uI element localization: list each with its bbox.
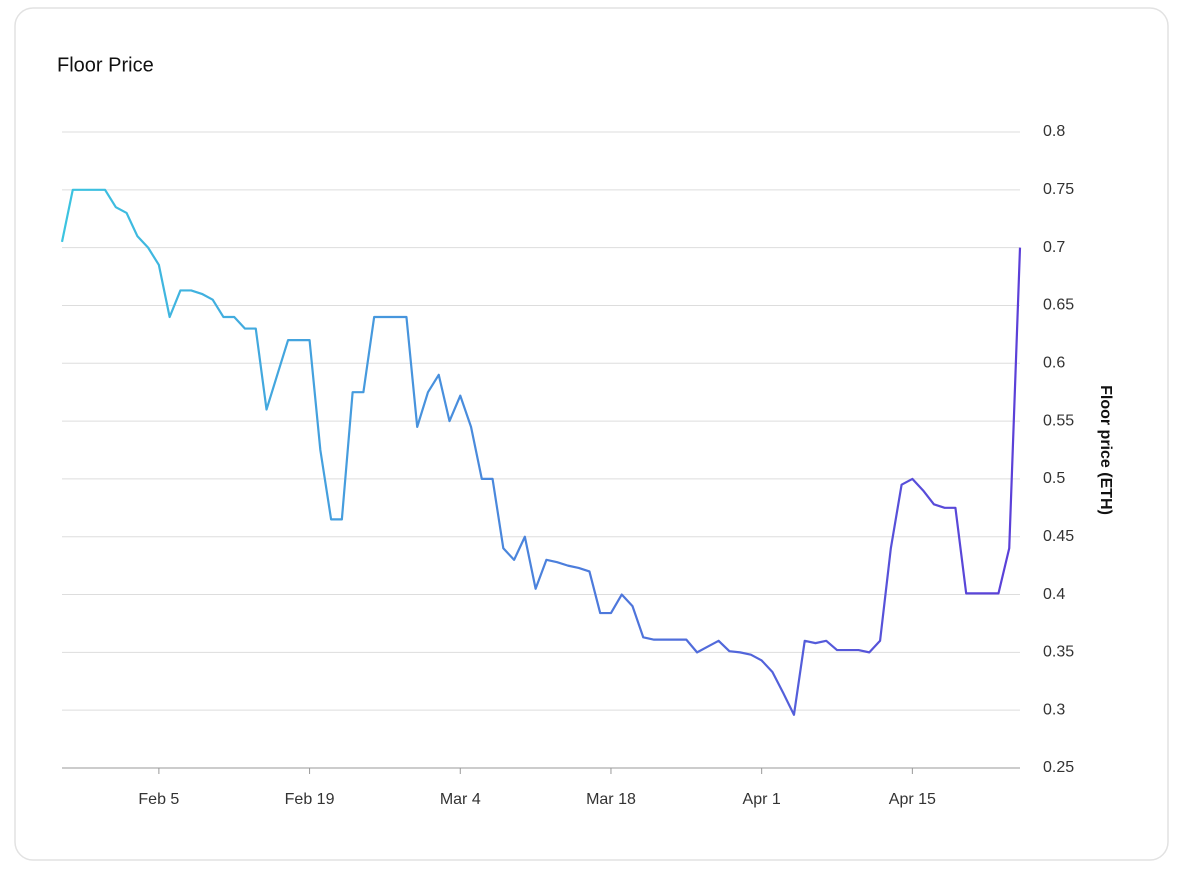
x-tick-label: Apr 15: [889, 791, 936, 808]
y-tick-label: 0.75: [1043, 181, 1074, 198]
y-tick-label: 0.7: [1043, 239, 1065, 256]
x-tick-label: Feb 5: [138, 791, 179, 808]
x-tick-label: Apr 1: [743, 791, 781, 808]
y-tick-label: 0.6: [1043, 354, 1065, 371]
x-tick-label: Mar 4: [440, 791, 481, 808]
y-tick-label: 0.65: [1043, 297, 1074, 314]
y-tick-label: 0.8: [1043, 123, 1065, 140]
x-tick-label: Mar 18: [586, 791, 636, 808]
y-tick-label: 0.3: [1043, 701, 1065, 718]
y-tick-label: 0.5: [1043, 470, 1065, 487]
price-line: [60, 188, 1022, 716]
card: [14, 7, 1169, 861]
chart-title: Floor Price: [57, 54, 154, 76]
y-tick-label: 0.45: [1043, 528, 1074, 545]
y-tick-label: 0.55: [1043, 412, 1074, 429]
y-tick-label: 0.4: [1043, 586, 1065, 603]
y-axis-label: Floor price (ETH): [1097, 385, 1114, 515]
y-tick-label: 0.35: [1043, 644, 1074, 661]
x-tick-label: Feb 19: [285, 791, 335, 808]
y-tick-label: 0.25: [1043, 759, 1074, 776]
